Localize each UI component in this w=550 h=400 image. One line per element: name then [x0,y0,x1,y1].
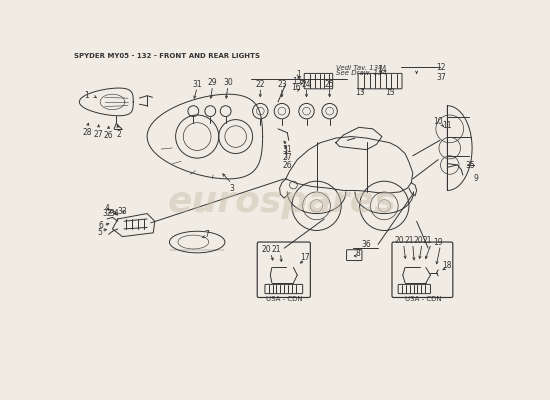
Text: 14: 14 [377,65,387,74]
Text: 26: 26 [283,160,292,170]
Text: 8: 8 [356,249,360,258]
Text: 20: 20 [395,236,404,245]
Text: 35: 35 [466,160,475,170]
Text: 18: 18 [443,261,452,270]
Text: 21: 21 [404,236,414,245]
Text: eurospares: eurospares [168,185,396,219]
Text: 13: 13 [355,88,365,97]
Text: 7: 7 [204,230,209,239]
Text: See Draw. 134: See Draw. 134 [336,70,387,76]
Text: 24: 24 [302,80,311,89]
Text: 22: 22 [256,80,265,89]
Text: USA - CDN: USA - CDN [266,296,302,302]
Text: 6: 6 [98,221,103,230]
Text: 19: 19 [433,238,443,246]
Text: 25: 25 [325,80,334,89]
Text: 1: 1 [85,91,90,100]
Text: 26: 26 [104,131,113,140]
Text: 20: 20 [414,236,423,245]
Text: 12: 12 [437,63,446,72]
Text: 28: 28 [82,128,92,137]
Text: 3: 3 [229,184,234,193]
Text: 37: 37 [436,73,446,82]
Text: 9: 9 [474,174,478,183]
Text: 1: 1 [296,70,301,79]
Text: 27: 27 [94,130,103,139]
Text: 21: 21 [422,236,432,245]
Text: 20: 20 [262,245,271,254]
Text: 13: 13 [385,88,394,97]
Text: 4: 4 [104,204,109,213]
Text: Vedi Tav. 134: Vedi Tav. 134 [336,65,382,71]
Text: 10: 10 [433,117,443,126]
Text: 29: 29 [208,78,217,87]
Text: 34: 34 [109,209,119,218]
Text: 30: 30 [223,78,233,87]
Text: 11: 11 [443,120,452,130]
Text: 21: 21 [272,245,281,254]
Text: 2: 2 [116,130,121,139]
Text: 5: 5 [97,228,102,237]
Text: USA - CDN: USA - CDN [405,296,442,302]
Text: 31: 31 [283,145,292,154]
Text: 16: 16 [291,83,300,92]
Text: 36: 36 [362,240,371,249]
Text: 31: 31 [192,80,202,89]
Text: 27: 27 [283,153,292,162]
Text: 32: 32 [102,209,112,218]
Text: 17: 17 [300,253,310,262]
Text: SPYDER MY05 - 132 - FRONT AND REAR LIGHTS: SPYDER MY05 - 132 - FRONT AND REAR LIGHT… [74,53,260,59]
Text: 15: 15 [293,77,302,86]
Text: 23: 23 [277,80,287,89]
Text: 33: 33 [118,207,128,216]
